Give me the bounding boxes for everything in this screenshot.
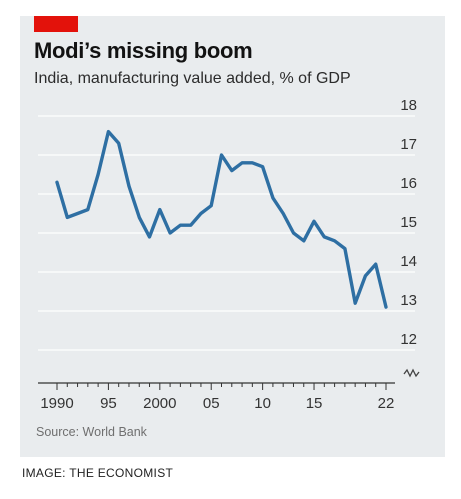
y-tick-labels: 12 13 14 15 16 17 18 (400, 97, 417, 348)
chart-subtitle: India, manufacturing value added, % of G… (34, 70, 351, 87)
x-tick-label: 95 (100, 395, 117, 412)
x-axis: 1990 95 2000 05 10 15 22 (38, 382, 395, 412)
y-tick-label: 15 (400, 214, 417, 231)
series-layer (55, 129, 388, 309)
image-credit: IMAGE: THE ECONOMIST (22, 466, 174, 480)
y-tick-label: 17 (400, 136, 417, 153)
series-line (55, 129, 388, 309)
x-tick-label: 05 (203, 395, 220, 412)
y-tick-label: 13 (400, 292, 417, 309)
axis-break-icon (403, 368, 420, 378)
chart-card: Modi’s missing boom India, manufacturing… (20, 16, 445, 457)
y-tick-label: 12 (400, 331, 417, 348)
red-tag (34, 16, 78, 32)
x-tick-label: 15 (306, 395, 323, 412)
source-note: Source: World Bank (36, 425, 147, 439)
x-tick-label: 22 (378, 395, 395, 412)
axis-break (403, 368, 420, 378)
grid-lines (38, 115, 415, 351)
y-tick-label: 14 (400, 253, 417, 270)
chart-title: Modi’s missing boom (34, 38, 253, 63)
y-tick-label: 16 (400, 175, 417, 192)
y-tick-label: 18 (400, 97, 417, 114)
x-tick-label: 10 (254, 395, 271, 412)
x-tick-label: 1990 (40, 395, 73, 412)
x-tick-label: 2000 (143, 395, 176, 412)
line-chart: 12 13 14 15 16 17 18 1990 95 2000 05 10 15 22 (38, 97, 420, 412)
